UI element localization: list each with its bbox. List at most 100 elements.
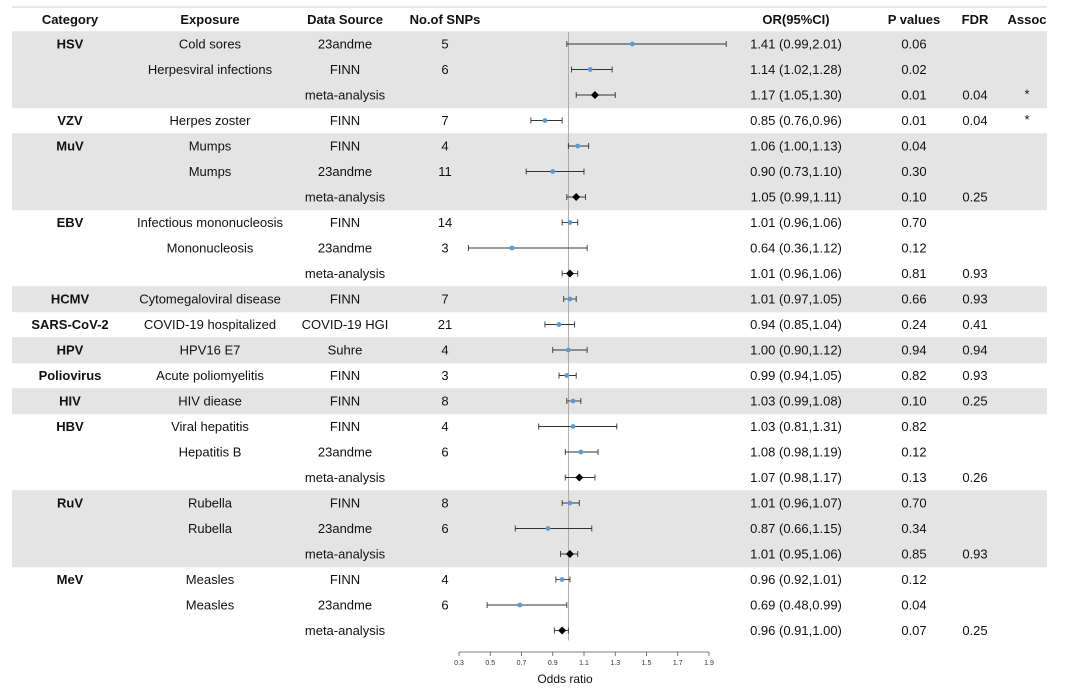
data-source-cell: FINN	[330, 113, 360, 128]
or-ci-cell: 1.03 (0.99,1.08)	[750, 394, 842, 409]
p-value-cell: 0.10	[901, 190, 926, 205]
snps-cell: 4	[441, 343, 448, 358]
point-estimate	[550, 169, 556, 174]
row-shade	[12, 337, 1047, 364]
point-estimate	[570, 398, 576, 404]
point-estimate	[559, 577, 565, 582]
p-value-cell: 0.82	[901, 368, 926, 383]
point-estimate	[556, 322, 562, 327]
or-ci-cell: 1.00 (0.90,1.12)	[750, 343, 842, 358]
x-axis: 0.3 0.5 0.7 0.9 1.1 1.3 1.5 1.7 1.9	[454, 651, 714, 667]
assoc-marker: *	[1024, 112, 1029, 127]
exposure-cell: Rubella	[188, 521, 233, 536]
snps-cell: 4	[441, 139, 448, 154]
or-ci-cell: 1.07 (0.98,1.17)	[750, 470, 842, 485]
fdr-cell: 0.04	[962, 113, 987, 128]
p-value-cell: 0.66	[901, 292, 926, 307]
table-header: Category Exposure Data Source No.of SNPs…	[42, 12, 1047, 27]
meta-analysis-row: meta-analysis 1.01 (0.95,1.06) 0.85 0.93	[305, 547, 988, 562]
fdr-cell: 0.94	[962, 343, 987, 358]
point-estimate	[578, 449, 584, 455]
header-fdr: FDR	[962, 12, 989, 27]
x-tick-label: 1.1	[579, 660, 589, 667]
table-row: Measles 23andme 6 0.69 (0.48,0.99) 0.04	[186, 598, 927, 613]
meta-diamond	[572, 193, 581, 201]
p-value-cell: 0.12	[901, 445, 926, 460]
data-source-cell: FINN	[330, 62, 360, 77]
point-estimate	[575, 143, 581, 149]
exposure-cell: Infectious mononucleosis	[137, 215, 283, 230]
data-source-cell: meta-analysis	[305, 470, 386, 485]
x-tick-label: 0.3	[454, 660, 464, 667]
p-value-cell: 0.12	[901, 241, 926, 256]
p-value-cell: 0.70	[901, 215, 926, 230]
category-cell: Poliovirus	[39, 368, 102, 383]
p-value-cell: 0.01	[901, 113, 926, 128]
x-tick-label: 1.3	[610, 660, 620, 667]
x-tick-label: 0.5	[485, 660, 495, 667]
meta-analysis-row: meta-analysis 1.07 (0.98,1.17) 0.13 0.26	[305, 470, 988, 485]
data-source-cell: meta-analysis	[305, 190, 386, 205]
category-cell: VZV	[57, 113, 83, 128]
row-shade	[12, 388, 1047, 415]
category-cell: HPV	[57, 343, 84, 358]
point-estimate	[545, 526, 551, 531]
meta-analysis-row: meta-analysis 1.17 (1.05,1.30) 0.01 0.04 *	[305, 87, 1030, 103]
row-shade	[12, 184, 1047, 211]
p-value-cell: 0.30	[901, 164, 926, 179]
snps-cell: 4	[441, 572, 448, 587]
p-value-cell: 0.01	[901, 88, 926, 103]
p-value-cell: 0.02	[901, 62, 926, 77]
p-value-cell: 0.70	[901, 496, 926, 511]
header-assoc: Assoc	[1007, 12, 1046, 27]
table-row: HBV Viral hepatitis FINN 4 1.03 (0.81,1.31) 0…	[56, 419, 926, 434]
data-source-cell: meta-analysis	[305, 623, 386, 638]
assoc-marker: *	[1024, 87, 1029, 102]
p-value-cell: 0.04	[901, 598, 926, 613]
point-estimate	[567, 296, 573, 302]
or-ci-cell: 0.96 (0.92,1.01)	[750, 572, 842, 587]
meta-analysis-row: meta-analysis 1.05 (0.99,1.11) 0.10 0.25	[305, 190, 988, 205]
row-shade	[12, 56, 1047, 83]
category-cell: HBV	[56, 419, 84, 434]
data-source-cell: meta-analysis	[305, 266, 386, 281]
data-source-cell: FINN	[330, 496, 360, 511]
or-ci-cell: 1.06 (1.00,1.13)	[750, 139, 842, 154]
table-row: Poliovirus Acute poliomyelitis FINN 3 0.99 (…	[39, 368, 988, 383]
or-ci-cell: 0.94 (0.85,1.04)	[750, 317, 842, 332]
meta-analysis-row: meta-analysis 0.96 (0.91,1.00) 0.07 0.25	[305, 623, 988, 638]
or-ci-cell: 0.85 (0.76,0.96)	[750, 113, 842, 128]
p-value-cell: 0.10	[901, 394, 926, 409]
table-row: HSV Cold sores 23andme 5 1.41 (0.99,2.01) 0.0…	[57, 37, 927, 52]
table-row: Mumps 23andme 11 0.90 (0.73,1.10) 0.30	[189, 164, 927, 179]
x-axis-label: Odds ratio	[537, 672, 593, 686]
exposure-cell: Mumps	[189, 164, 232, 179]
point-estimate	[542, 118, 548, 123]
data-source-cell: 23andme	[318, 37, 372, 52]
point-estimate	[567, 500, 573, 506]
data-source-cell: FINN	[330, 139, 360, 154]
snps-cell: 5	[441, 37, 448, 52]
x-tick-label: 0.9	[548, 660, 558, 667]
point-estimate	[630, 41, 635, 47]
data-source-cell: FINN	[330, 292, 360, 307]
table-rows: HSV Cold sores 23andme 5 1.41 (0.99,2.01) 0.0…	[31, 37, 1029, 639]
snps-cell: 4	[441, 419, 448, 434]
header-or-ci: OR(95%CI)	[762, 12, 829, 27]
or-ci-cell: 0.64 (0.36,1.12)	[750, 241, 842, 256]
data-source-cell: FINN	[330, 215, 360, 230]
header-snps: No.of SNPs	[410, 12, 481, 27]
table-row: HIV HIV diease FINN 8 1.03 (0.99,1.08) 0.10 0.…	[59, 394, 987, 409]
or-ci-cell: 1.14 (1.02,1.28)	[750, 62, 842, 77]
snps-cell: 3	[441, 368, 448, 383]
exposure-cell: Acute poliomyelitis	[156, 368, 264, 383]
or-ci-cell: 0.69 (0.48,0.99)	[750, 598, 842, 613]
p-value-cell: 0.24	[901, 317, 926, 332]
exposure-cell: Rubella	[188, 496, 233, 511]
data-source-cell: FINN	[330, 368, 360, 383]
data-source-cell: 23andme	[318, 164, 372, 179]
p-value-cell: 0.85	[901, 547, 926, 562]
or-ci-cell: 1.01 (0.96,1.07)	[750, 496, 842, 511]
data-source-cell: 23andme	[318, 445, 372, 460]
table-row: Mononucleosis 23andme 3 0.64 (0.36,1.12) 0.1…	[167, 241, 927, 256]
